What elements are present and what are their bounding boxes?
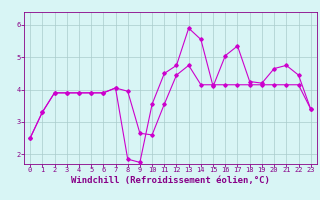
X-axis label: Windchill (Refroidissement éolien,°C): Windchill (Refroidissement éolien,°C) [71, 176, 270, 185]
